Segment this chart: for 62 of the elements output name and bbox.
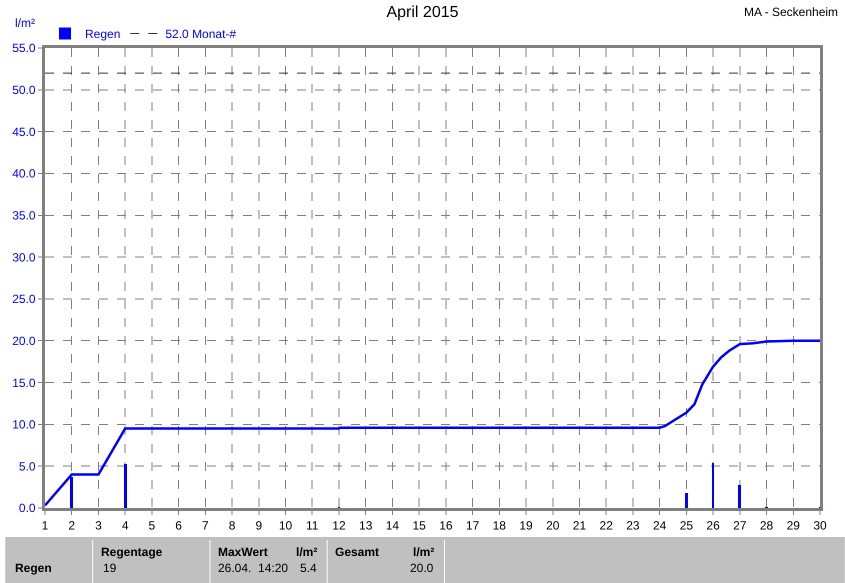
- text: 19: [103, 561, 117, 575]
- text: 26.04. 14:20: [218, 561, 288, 575]
- text: MaxWert: [218, 545, 268, 559]
- x-tick-label: 29: [786, 518, 800, 532]
- x-tick-label: 12: [332, 518, 346, 532]
- x-tick-label: 16: [439, 518, 453, 532]
- x-tick-label: 26: [706, 518, 720, 532]
- y-tick-label: 30.0: [12, 250, 36, 264]
- x-tick-label: 25: [680, 518, 694, 532]
- y-tick-label: 45.0: [12, 124, 36, 139]
- y-tick-label: 15.0: [12, 376, 36, 390]
- y-tick-label: 35.0: [12, 208, 36, 222]
- text: l/m²: [413, 545, 434, 559]
- legend-label: Regen: [85, 27, 120, 42]
- x-tick-label: 27: [733, 518, 747, 532]
- text: Regentage: [101, 545, 163, 559]
- bar: [712, 463, 714, 508]
- x-tick-label: 22: [600, 518, 614, 532]
- text: l/m²: [296, 545, 318, 559]
- x-tick-label: 2: [68, 518, 76, 532]
- x-tick-label: 21: [572, 518, 586, 532]
- bar: [124, 464, 127, 508]
- y-tick-label: 50.0: [12, 83, 36, 98]
- x-tick-label: 19: [519, 518, 534, 532]
- x-tick-label: 18: [492, 518, 506, 532]
- bar: [738, 485, 741, 508]
- x-tick-label: 1: [42, 518, 49, 532]
- chart-title: April 2015: [386, 4, 459, 22]
- legend-label: 52.0 Monat-#: [165, 27, 236, 42]
- x-tick-label: 11: [306, 518, 319, 532]
- x-tick-label: 24: [652, 518, 667, 532]
- y-axis-title: l/m²: [15, 16, 35, 30]
- x-tick-label: 7: [202, 518, 209, 532]
- x-tick-label: 20: [546, 518, 560, 532]
- x-tick-label: 15: [412, 518, 426, 532]
- x-tick-label: 6: [175, 518, 182, 532]
- y-tick-label: 40.0: [12, 166, 36, 181]
- x-tick-label: 17: [466, 518, 480, 532]
- x-tick-label: 5: [148, 518, 156, 532]
- y-tick-label: 10.0: [12, 418, 36, 432]
- x-tick-label: 3: [95, 518, 102, 532]
- line-series: [45, 339, 820, 507]
- x-tick-label: 30: [813, 518, 827, 532]
- x-tick-label: 10: [278, 518, 293, 532]
- x-tick-label: 8: [228, 518, 236, 532]
- text: 5.4: [300, 561, 318, 575]
- y-tick-label: 5.0: [18, 459, 36, 474]
- y-tick-label: 0.0: [18, 501, 36, 516]
- y-tick-label: 55.0: [12, 41, 36, 56]
- x-tick-label: 9: [255, 518, 262, 532]
- x-tick-label: 4: [122, 518, 129, 532]
- y-tick-label: 25.0: [12, 292, 36, 306]
- x-tick-label: 13: [359, 518, 373, 532]
- text: MA - Seckenheim: [744, 5, 838, 19]
- text: Regen: [15, 561, 52, 575]
- y-tick-label: 20.0: [12, 334, 36, 348]
- x-tick-label: 14: [386, 518, 400, 532]
- x-tick-label: 23: [626, 518, 640, 532]
- text: Gesamt: [335, 545, 380, 559]
- x-tick-label: 28: [760, 518, 774, 532]
- text: 20.0: [410, 561, 434, 575]
- bar: [685, 493, 688, 508]
